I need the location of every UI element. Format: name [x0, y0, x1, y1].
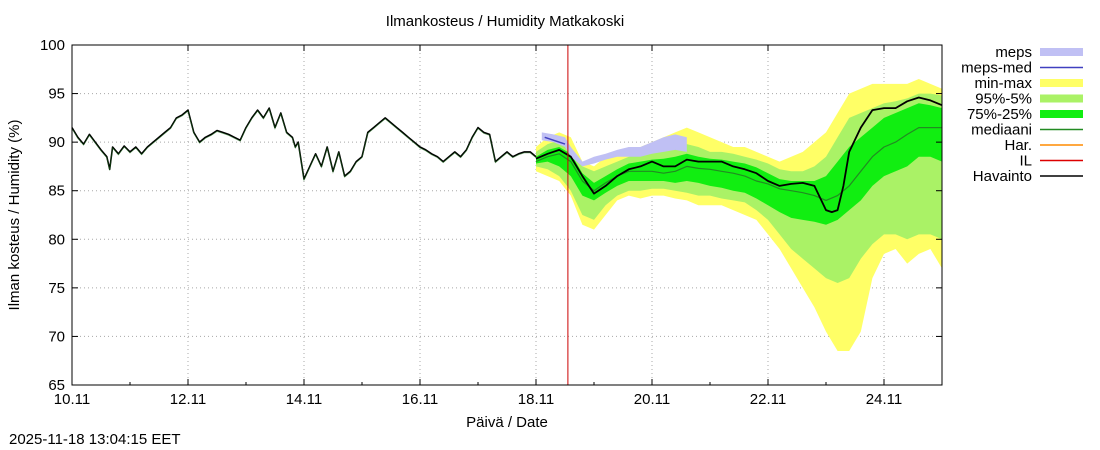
bands — [536, 79, 942, 351]
x-tick-label: 20.11 — [634, 391, 670, 408]
y-tick-label: 75 — [48, 280, 65, 297]
y-tick-label: 90 — [48, 134, 65, 151]
y-tick-label: 70 — [48, 328, 65, 345]
lines — [71, 96, 943, 214]
x-tick-label: 18.11 — [518, 391, 554, 408]
legend-label: min-max — [974, 75, 1032, 92]
series-havainto-forecast- — [535, 96, 943, 214]
x-axis-label: Päivä / Date — [466, 414, 548, 430]
legend-label: IL — [1019, 153, 1032, 170]
timestamp: 2025-11-18 13:04:15 EET — [9, 431, 181, 448]
x-tick-label: 24.11 — [866, 391, 902, 408]
legend-swatch — [1040, 110, 1083, 118]
x-tick-label: 22.11 — [750, 391, 786, 408]
plot-frame — [71, 44, 943, 386]
x-tick-label: 14.11 — [286, 391, 322, 408]
series-meps-med — [544, 136, 566, 145]
x-tick-label: 12.11 — [170, 391, 206, 408]
y-tick-label: 95 — [48, 86, 65, 103]
x-tick-label: 10.11 — [54, 391, 90, 408]
legend-swatch — [1040, 94, 1083, 103]
y-tick-label: 65 — [48, 377, 65, 394]
legend-swatch — [1040, 48, 1083, 56]
series-observed-shadow — [71, 108, 537, 182]
series-havainto-observed- — [71, 107, 537, 180]
legend-label: 95%-5% — [975, 91, 1032, 108]
legend-label: meps — [995, 44, 1032, 61]
band-meps — [541, 132, 687, 167]
y-tick-label: 100 — [40, 37, 65, 54]
series-mediaani — [535, 126, 942, 201]
legend-label: Har. — [1004, 137, 1032, 154]
humidity-chart: 65 70 75 80 85 90 95 100 10.11 12.11 14.11 16.11 18.… — [6, 13, 1083, 430]
legend-label: Havainto — [973, 168, 1032, 185]
legend-label: 75%-25% — [967, 106, 1032, 123]
ticks: 65 70 75 80 85 90 95 100 10.11 12.11 14.11 16.11 18.… — [40, 37, 942, 408]
y-axis-label: Ilman kosteus / Humidity (%) — [6, 120, 23, 311]
legend-swatch — [1040, 79, 1083, 87]
chart-title: Ilmankosteus / Humidity Matkakoski — [386, 13, 624, 30]
y-tick-label: 85 — [48, 183, 65, 200]
legend-label: mediaani — [971, 122, 1032, 139]
x-tick-label: 16.11 — [402, 391, 438, 408]
y-tick-label: 80 — [48, 231, 65, 248]
legend: mepsmeps-medmin-max95%-5%75%-25%mediaani… — [961, 44, 1083, 185]
legend-label: meps-med — [961, 60, 1032, 77]
